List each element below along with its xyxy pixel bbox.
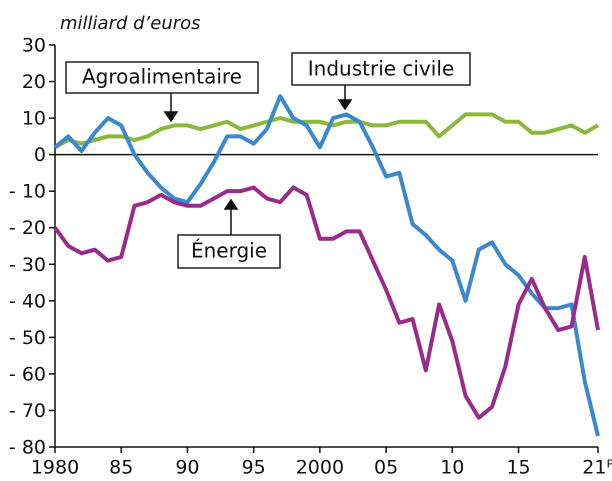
x-tick-label: 15 bbox=[506, 457, 530, 479]
x-tick-label: 2000 bbox=[296, 457, 344, 479]
x-tick-label: 10 bbox=[440, 457, 464, 479]
y-tick-label: - 70 bbox=[9, 400, 46, 422]
y-tick-label: - 40 bbox=[9, 290, 46, 312]
annotation: Agroalimentaire bbox=[82, 65, 242, 89]
y-tick-label: 10 bbox=[22, 108, 46, 130]
y-tick-label: 20 bbox=[22, 71, 46, 93]
y-tick-label: 30 bbox=[22, 35, 46, 57]
y-tick-label: - 80 bbox=[9, 437, 46, 459]
annotation-box bbox=[65, 61, 259, 94]
y-tick-label: - 20 bbox=[9, 217, 46, 239]
y-tick-label: 0 bbox=[34, 144, 46, 166]
annotation-box bbox=[291, 52, 471, 86]
x-tick-label: 21ᴾ bbox=[582, 457, 612, 479]
y-axis-label: milliard d’euros bbox=[60, 13, 201, 34]
arrows bbox=[163, 85, 353, 235]
y-tick-label: - 60 bbox=[9, 363, 46, 385]
annotation: Énergie bbox=[191, 239, 267, 263]
series-line bbox=[53, 185, 600, 420]
y-tick-label: - 30 bbox=[9, 254, 46, 276]
y-tick-label: - 10 bbox=[9, 181, 46, 203]
x-tick-label: 1980 bbox=[31, 457, 79, 479]
x-tick-label: 05 bbox=[374, 457, 398, 479]
annotation-box bbox=[177, 234, 281, 269]
annotation: Industrie civile bbox=[308, 57, 454, 81]
x-tick-label: 90 bbox=[175, 457, 199, 479]
series-line bbox=[54, 112, 599, 150]
y-tick-label: - 50 bbox=[9, 327, 46, 349]
series-line bbox=[53, 94, 600, 437]
x-tick-label: 95 bbox=[242, 457, 266, 479]
x-tick-label: 85 bbox=[109, 457, 133, 479]
